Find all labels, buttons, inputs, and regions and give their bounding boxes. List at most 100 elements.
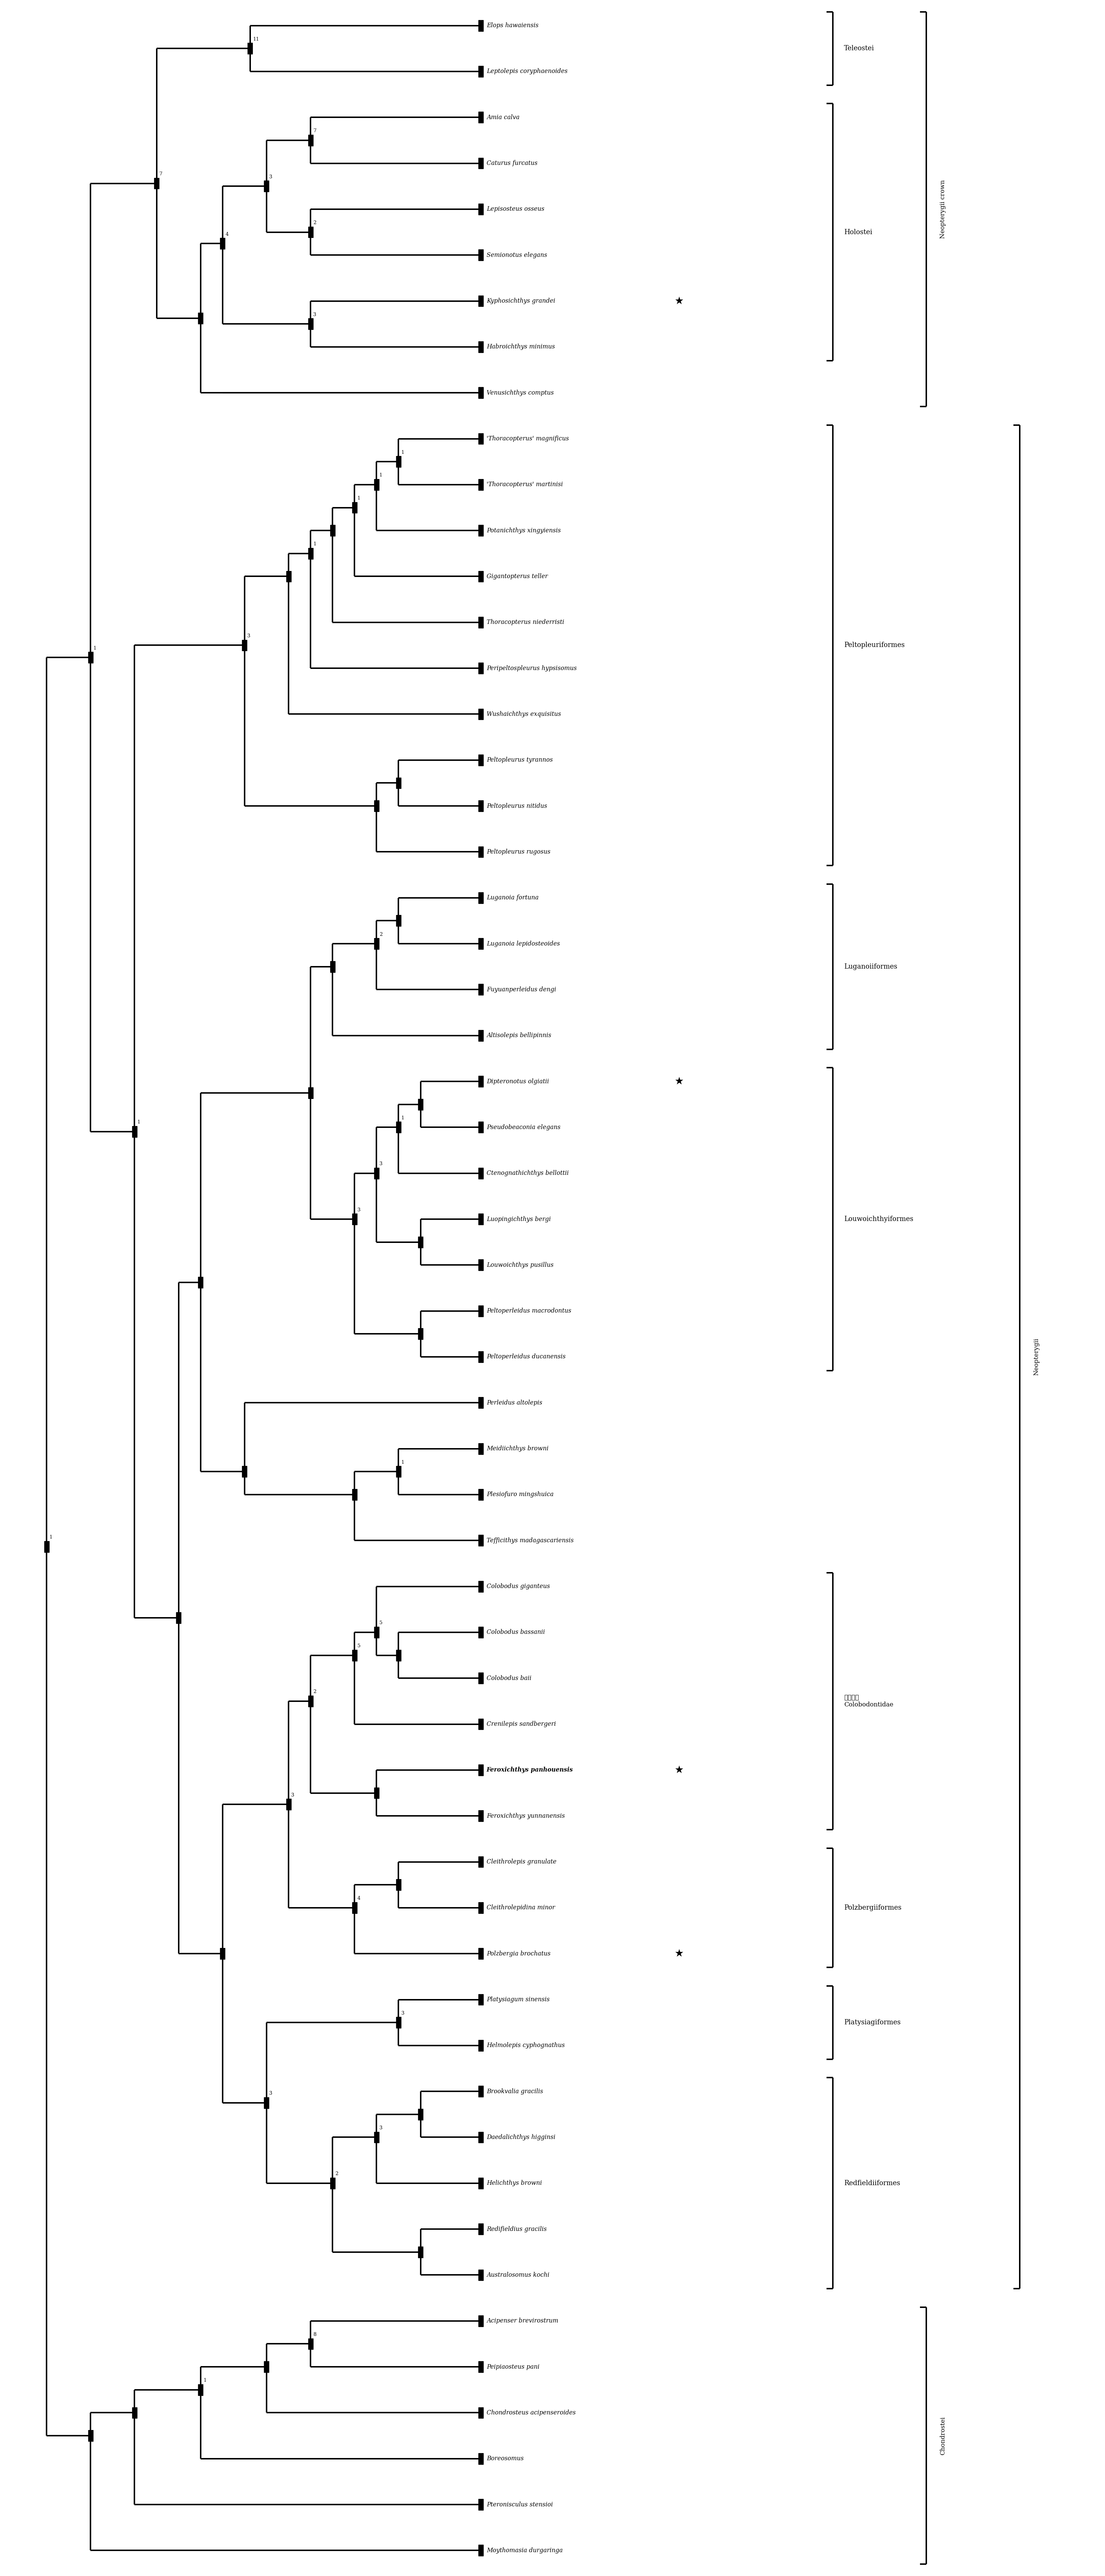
Bar [242, 1466, 246, 1476]
Text: Teleostei: Teleostei [844, 46, 874, 52]
Bar [478, 755, 483, 765]
Bar [478, 616, 483, 629]
Text: Peipiaosteus pani: Peipiaosteus pani [486, 2365, 539, 2370]
Bar [478, 848, 483, 858]
Text: Peltopleurus rugosus: Peltopleurus rugosus [486, 848, 550, 855]
Bar [478, 1535, 483, 1546]
Bar [478, 938, 483, 948]
Text: 'Thoracopterus' magnificus: 'Thoracopterus' magnificus [486, 435, 569, 443]
Text: 1: 1 [50, 1535, 52, 1540]
Bar [176, 1613, 181, 1623]
Text: Colobodus bassanii: Colobodus bassanii [486, 1628, 545, 1636]
Text: Plesiofuro mingshuica: Plesiofuro mingshuica [486, 1492, 554, 1497]
Bar [478, 157, 483, 170]
Text: Platysiagum sinensis: Platysiagum sinensis [486, 1996, 549, 2002]
Bar [264, 2097, 269, 2107]
Text: 7: 7 [314, 129, 316, 134]
Bar [220, 1947, 225, 1960]
Text: Helmolepis cyphognathus: Helmolepis cyphognathus [486, 2043, 565, 2048]
Bar [286, 572, 291, 582]
Text: Gigantopterus teller: Gigantopterus teller [486, 574, 548, 580]
Bar [478, 2177, 483, 2190]
Text: Meidiichthys browni: Meidiichthys browni [486, 1445, 548, 1453]
Text: Luopingichthys bergi: Luopingichthys bergi [486, 1216, 550, 1221]
Text: Peltopleurus tyrannos: Peltopleurus tyrannos [486, 757, 552, 762]
Text: 3: 3 [270, 2092, 273, 2097]
Bar [396, 1121, 401, 1133]
Bar [478, 1489, 483, 1499]
Bar [352, 502, 357, 513]
Text: Feroxichthys yunnanensis: Feroxichthys yunnanensis [486, 1814, 565, 1819]
Text: Feroxichthys panhouensis: Feroxichthys panhouensis [486, 1767, 573, 1772]
Text: Dipteronotus olgiatii: Dipteronotus olgiatii [486, 1079, 549, 1084]
Text: Chondrostei: Chondrostei [939, 2416, 946, 2455]
Bar [308, 227, 313, 237]
Text: Ctenognathichthys bellottii: Ctenognathichthys bellottii [486, 1170, 569, 1177]
Bar [478, 204, 483, 214]
Text: Venusichthys comptus: Venusichthys comptus [486, 389, 554, 397]
Text: 3: 3 [379, 1162, 382, 1167]
Bar [248, 44, 252, 54]
Bar [418, 1329, 423, 1340]
Text: 1: 1 [93, 647, 96, 652]
Bar [330, 2177, 335, 2190]
Text: Holostei: Holostei [844, 229, 872, 234]
Text: 1: 1 [401, 1461, 404, 1466]
Text: 3: 3 [357, 1208, 360, 1213]
Text: 3: 3 [248, 634, 251, 639]
Text: 2: 2 [314, 1690, 316, 1695]
Bar [478, 2406, 483, 2419]
Bar [478, 1765, 483, 1775]
Bar [478, 111, 483, 124]
Bar [478, 67, 483, 77]
Bar [478, 2316, 483, 2326]
Text: Tefficithys madagascariensis: Tefficithys madagascariensis [486, 1538, 573, 1543]
Text: 3: 3 [292, 1793, 294, 1798]
Text: 1: 1 [137, 1121, 140, 1126]
Bar [478, 2087, 483, 2097]
Text: Luganoiiformes: Luganoiiformes [844, 963, 897, 971]
Bar [478, 1994, 483, 2004]
Text: ★: ★ [674, 1947, 684, 1958]
Bar [478, 2362, 483, 2372]
Text: Boreosomus: Boreosomus [486, 2455, 524, 2463]
Text: 2: 2 [314, 222, 316, 224]
Text: Kyphosichthys grandei: Kyphosichthys grandei [486, 299, 555, 304]
Bar [478, 1443, 483, 1455]
Text: 1: 1 [203, 2378, 207, 2383]
Bar [308, 1087, 313, 1097]
Bar [220, 237, 225, 250]
Bar [478, 526, 483, 536]
Text: Fuyuanperleidus dengi: Fuyuanperleidus dengi [486, 987, 556, 992]
Text: Polzbergia brochatus: Polzbergia brochatus [486, 1950, 550, 1958]
Text: Australosomus kochi: Australosomus kochi [486, 2272, 549, 2277]
Text: Platysiagiformes: Platysiagiformes [844, 2020, 901, 2025]
Text: Caturus furcatus: Caturus furcatus [486, 160, 537, 167]
Text: Acipenser brevirostrum: Acipenser brevirostrum [486, 2318, 558, 2324]
Bar [396, 2017, 401, 2027]
Text: 2: 2 [379, 933, 382, 938]
Text: Habroichthys minimus: Habroichthys minimus [486, 343, 555, 350]
Text: 3: 3 [401, 2012, 404, 2014]
Text: Semionotus elegans: Semionotus elegans [486, 252, 547, 258]
Text: 痵齿鱼科
Colobodontidae: 痵齿鱼科 Colobodontidae [844, 1695, 893, 1708]
Bar [396, 1649, 401, 1662]
Bar [478, 1260, 483, 1270]
Text: Redifieldius gracilis: Redifieldius gracilis [486, 2226, 547, 2233]
Bar [396, 914, 401, 927]
Bar [352, 1649, 357, 1662]
Bar [478, 572, 483, 582]
Bar [375, 479, 379, 489]
Text: Polzbergiiformes: Polzbergiiformes [844, 1904, 902, 1911]
Bar [478, 2133, 483, 2143]
Text: Pseudobeaconia elegans: Pseudobeaconia elegans [486, 1123, 560, 1131]
Bar [198, 1278, 203, 1288]
Bar [308, 319, 313, 330]
Text: Cleithrolepis granulate: Cleithrolepis granulate [486, 1860, 556, 1865]
Bar [242, 639, 246, 652]
Bar [478, 1167, 483, 1180]
Bar [478, 1857, 483, 1868]
Text: Colobodus baii: Colobodus baii [486, 1674, 532, 1682]
Bar [418, 1236, 423, 1247]
Bar [375, 1628, 379, 1638]
